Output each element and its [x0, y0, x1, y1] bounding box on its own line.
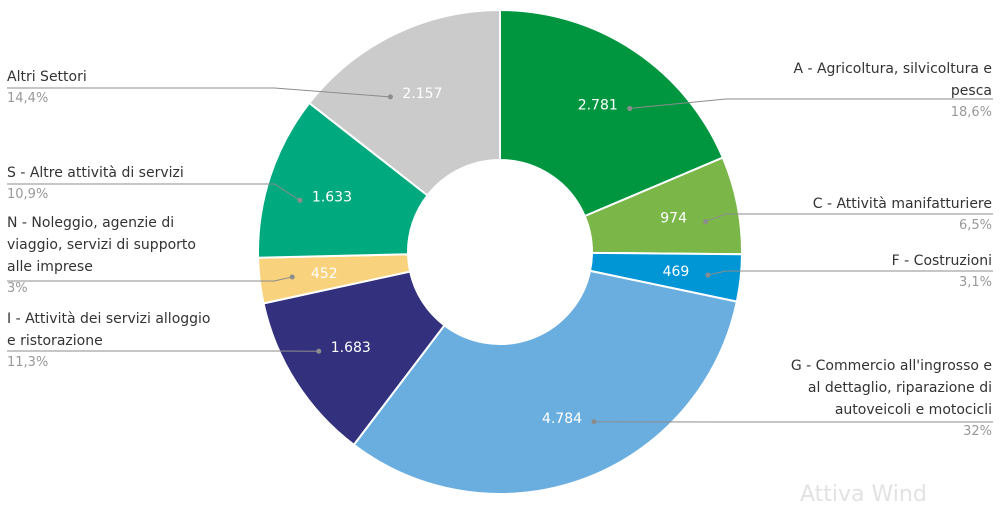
- legend-name-g: G - Commercio all'ingrosso e al dettagli…: [777, 355, 992, 421]
- legend-label-g: G - Commercio all'ingrosso e al dettagli…: [777, 355, 992, 443]
- leader-dot-s: [297, 198, 302, 203]
- legend-percent-i: 11,3%: [7, 352, 222, 374]
- legend-label-altri: Altri Settori 14,4%: [7, 66, 237, 110]
- value-label-s: 1.633: [312, 189, 352, 205]
- value-label-n: 452: [311, 266, 338, 282]
- leader-dot-n: [290, 275, 295, 280]
- legend-percent-altri: 14,4%: [7, 88, 237, 110]
- legend-label-a: A - Agricoltura, silvicoltura e pesca 18…: [762, 58, 992, 124]
- value-label-g: 4.784: [542, 411, 582, 427]
- legend-percent-c: 6,5%: [762, 215, 992, 237]
- legend-percent-f: 3,1%: [762, 272, 992, 294]
- leader-dot-i: [316, 349, 321, 354]
- legend-percent-s: 10,9%: [7, 184, 237, 206]
- legend-name-a: A - Agricoltura, silvicoltura e pesca: [762, 58, 992, 102]
- legend-label-f: F - Costruzioni 3,1%: [762, 250, 992, 294]
- legend-name-n: N - Noleggio, agenzie di viaggio, serviz…: [7, 212, 222, 278]
- legend-name-f: F - Costruzioni: [762, 250, 992, 272]
- legend-label-s: S - Altre attività di servizi 10,9%: [7, 162, 237, 206]
- legend-percent-g: 32%: [777, 421, 992, 443]
- value-label-i: 1.683: [331, 340, 371, 356]
- legend-name-altri: Altri Settori: [7, 66, 237, 88]
- legend-percent-a: 18,6%: [762, 102, 992, 124]
- value-label-altri: 2.157: [402, 86, 442, 102]
- legend-percent-n: 3%: [7, 278, 222, 300]
- legend-label-n: N - Noleggio, agenzie di viaggio, serviz…: [7, 212, 222, 300]
- leader-dot-c: [703, 219, 708, 224]
- leader-dot-g: [591, 419, 596, 424]
- leader-dot-a: [627, 106, 632, 111]
- leader-dot-f: [705, 273, 710, 278]
- watermark-text: Attiva Wind: [800, 482, 927, 507]
- legend-label-c: C - Attività manifatturiere 6,5%: [762, 193, 992, 237]
- legend-name-s: S - Altre attività di servizi: [7, 162, 237, 184]
- value-label-a: 2.781: [578, 97, 618, 113]
- legend-name-i: I - Attività dei servizi alloggio e rist…: [7, 308, 222, 352]
- leader-dot-altri: [388, 94, 393, 99]
- value-label-f: 469: [663, 264, 690, 280]
- legend-name-c: C - Attività manifatturiere: [762, 193, 992, 215]
- value-label-c: 974: [660, 211, 687, 227]
- legend-label-i: I - Attività dei servizi alloggio e rist…: [7, 308, 222, 374]
